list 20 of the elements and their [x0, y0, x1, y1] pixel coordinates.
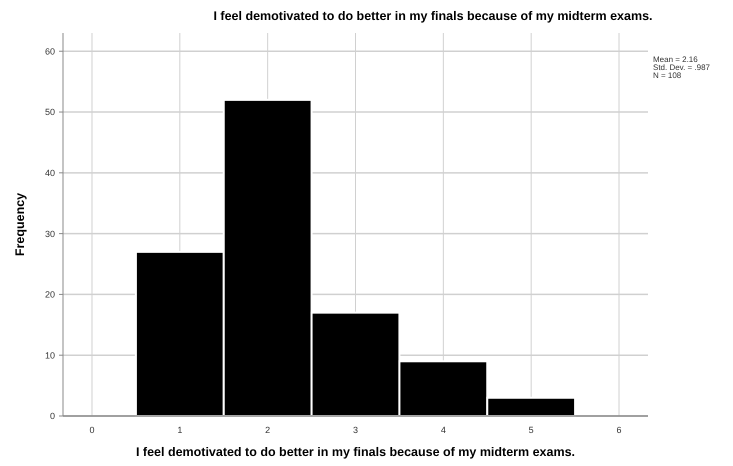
- y-tick-label: 60: [44, 46, 55, 56]
- y-tick-label: 0: [50, 411, 55, 422]
- x-tick-label: 5: [528, 425, 534, 435]
- y-tick-label: 20: [44, 290, 55, 300]
- y-tick-label: 10: [44, 350, 55, 360]
- y-tick-label: 40: [44, 168, 55, 178]
- x-tick-label: 1: [177, 425, 182, 435]
- x-tick-label: 3: [352, 425, 358, 435]
- text: N = 108: [653, 71, 682, 80]
- y-tick-label: 50: [44, 107, 55, 118]
- chart-title: I feel demotivated to do better in my finals because of my midterm exams.: [213, 9, 653, 23]
- y-axis-title: Frequency: [13, 192, 27, 256]
- text: Std. Dev. = .987: [653, 63, 711, 72]
- x-tick-label: 6: [616, 425, 622, 435]
- x-tick-label: 2: [265, 425, 270, 435]
- x-axis-title: I feel demotivated to do better in my finals because of my midterm exams.: [136, 445, 576, 459]
- y-tick-label: 30: [44, 228, 55, 239]
- text: Mean = 2.16: [653, 55, 698, 64]
- x-tick-label: 0: [89, 425, 94, 435]
- x-tick-label: 4: [440, 425, 446, 435]
